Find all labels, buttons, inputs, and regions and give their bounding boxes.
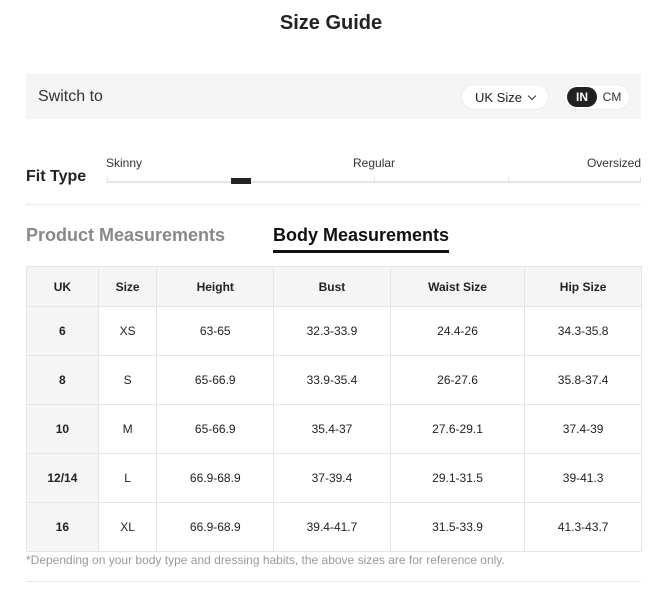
- table-row: 16 XL 66.9-68.9 39.4-41.7 31.5-33.9 41.3-43.7: [26, 502, 642, 552]
- footnote: *Depending on your body type and dressin…: [26, 553, 505, 567]
- table-cell: 65-66.9: [156, 355, 275, 405]
- table-cell: 63-65: [156, 306, 275, 356]
- table-cell: S: [97, 355, 158, 405]
- fit-marker: [230, 178, 251, 184]
- table-row: 6 XS 63-65 32.3-33.9 24.4-26 34.3-35.8: [26, 306, 642, 356]
- table-row: 8 S 65-66.9 33.9-35.4 26-27.6 35.8-37.4: [26, 355, 642, 405]
- table-cell: 12/14: [26, 453, 99, 503]
- tab-body-measurements[interactable]: Body Measurements: [273, 225, 450, 253]
- column-header: UK: [26, 266, 99, 307]
- table-cell: XS: [97, 306, 158, 356]
- column-header: Size: [97, 266, 158, 307]
- table-cell: M: [97, 404, 158, 454]
- table-cell: 66.9-68.9: [156, 502, 275, 552]
- column-header: Bust: [273, 266, 391, 307]
- table-cell: 39-41.3: [524, 453, 642, 503]
- fit-label-skinny: Skinny: [106, 156, 143, 170]
- fit-tick: [107, 177, 108, 183]
- size-system-select[interactable]: UK Size: [461, 84, 549, 110]
- chevron-down-icon: [527, 91, 537, 101]
- table-cell: 29.1-31.5: [389, 453, 526, 503]
- table-cell: 27.6-29.1: [389, 404, 526, 454]
- table-cell: XL: [97, 502, 158, 552]
- table-header-row: UK Size Height Bust Waist Size Hip Size: [26, 266, 642, 307]
- unit-toggle: IN CM: [564, 84, 630, 110]
- column-header: Waist Size: [389, 266, 526, 307]
- divider: [26, 581, 641, 582]
- table-cell: 33.9-35.4: [273, 355, 391, 405]
- table-cell: 32.3-33.9: [273, 306, 391, 356]
- table-cell: L: [97, 453, 158, 503]
- column-header: Hip Size: [524, 266, 642, 307]
- fit-tick: [374, 177, 375, 183]
- table-cell: 8: [26, 355, 99, 405]
- table-cell: 35.4-37: [273, 404, 391, 454]
- table-cell: 31.5-33.9: [389, 502, 526, 552]
- table-cell: 41.3-43.7: [524, 502, 642, 552]
- fit-label-oversized: Oversized: [586, 156, 641, 170]
- table-cell: 26-27.6: [389, 355, 526, 405]
- table-row: 12/14 L 66.9-68.9 37-39.4 29.1-31.5 39-41.3: [26, 453, 642, 503]
- unit-cm-button[interactable]: CM: [602, 90, 622, 104]
- fit-type-label: Fit Type: [26, 168, 87, 185]
- tab-product-measurements[interactable]: Product Measurements: [26, 225, 226, 245]
- table-cell: 37-39.4: [273, 453, 391, 503]
- fit-label-regular: Regular: [353, 156, 396, 170]
- table-cell: 39.4-41.7: [273, 502, 391, 552]
- table-cell: 35.8-37.4: [524, 355, 642, 405]
- table-cell: 66.9-68.9: [156, 453, 275, 503]
- divider: [26, 204, 641, 205]
- table-cell: 16: [26, 502, 99, 552]
- table-cell: 37.4-39: [524, 404, 642, 454]
- table-cell: 6: [26, 306, 99, 356]
- page-title: Size Guide: [279, 12, 383, 34]
- table-row: 10 M 65-66.9 35.4-37 27.6-29.1 37.4-39: [26, 404, 642, 454]
- table-cell: 65-66.9: [156, 404, 275, 454]
- column-header: Height: [156, 266, 275, 307]
- size-system-value: UK Size: [475, 90, 522, 105]
- fit-tick: [640, 177, 641, 183]
- table-cell: 24.4-26: [389, 306, 526, 356]
- size-table: UK Size Height Bust Waist Size Hip Size 6 XS 63…: [26, 266, 642, 552]
- table-cell: 10: [26, 404, 99, 454]
- table-cell: 34.3-35.8: [524, 306, 642, 356]
- switch-label: Switch to: [38, 88, 103, 105]
- fit-tick: [508, 177, 509, 183]
- unit-in-button[interactable]: IN: [567, 87, 597, 107]
- switch-bar: Switch to UK Size IN CM: [26, 74, 641, 119]
